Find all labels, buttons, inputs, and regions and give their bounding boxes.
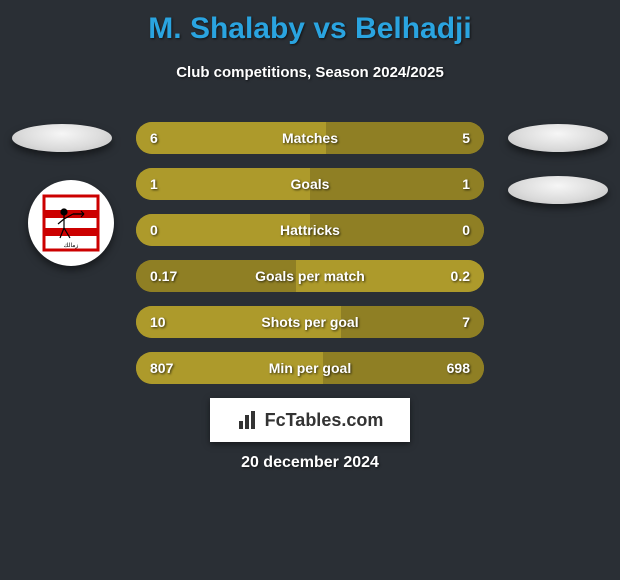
stat-row: 00Hattricks	[136, 214, 484, 246]
fctables-logo-icon	[237, 409, 259, 431]
stat-label: Goals per match	[136, 260, 484, 292]
stat-label: Hattricks	[136, 214, 484, 246]
zamalek-logo-icon: زمالك	[40, 192, 102, 254]
comparison-title: M. Shalaby vs Belhadji	[0, 0, 620, 46]
stat-row: 107Shots per goal	[136, 306, 484, 338]
player-left-photo-placeholder	[12, 124, 112, 152]
stat-label: Goals	[136, 168, 484, 200]
fctables-watermark: FcTables.com	[210, 398, 410, 442]
stat-label: Matches	[136, 122, 484, 154]
comparison-subtitle: Club competitions, Season 2024/2025	[0, 64, 620, 81]
stat-label: Min per goal	[136, 352, 484, 384]
stat-label: Shots per goal	[136, 306, 484, 338]
stats-bars: 65Matches 11Goals 00Hattricks 0.170.2Goals …	[136, 122, 484, 398]
club-left-badge: زمالك	[28, 180, 114, 266]
stat-row: 11Goals	[136, 168, 484, 200]
svg-text:زمالك: زمالك	[64, 242, 79, 249]
snapshot-date: 20 december 2024	[0, 454, 620, 472]
club-right-badge-placeholder	[508, 176, 608, 204]
fctables-label: FcTables.com	[265, 410, 384, 431]
stat-row: 807698Min per goal	[136, 352, 484, 384]
stat-row: 65Matches	[136, 122, 484, 154]
stat-row: 0.170.2Goals per match	[136, 260, 484, 292]
player-right-photo-placeholder	[508, 124, 608, 152]
